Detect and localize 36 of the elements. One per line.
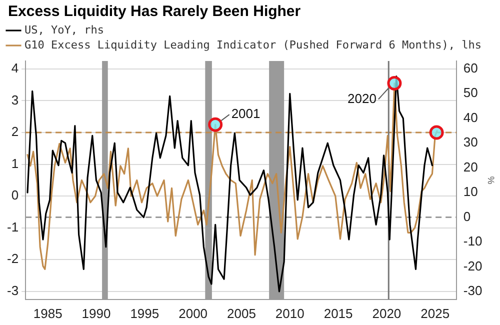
legend-label: US, YoY, rhs bbox=[24, 23, 104, 36]
annotation: 2001 bbox=[231, 106, 260, 122]
y-tick-label: 3 bbox=[11, 92, 19, 108]
y2-tick-label: 0 bbox=[463, 208, 471, 224]
y-tick-label: 2 bbox=[11, 124, 19, 140]
x-tick-label: 2015 bbox=[324, 306, 353, 321]
y2-tick-label: 50 bbox=[463, 85, 478, 100]
legend-label: G10 Excess Liquidity Leading Indicator (Pushed Forward 6 Months), lhs bbox=[24, 38, 482, 52]
chart-title: Excess Liquidity Has Rarely Been Higher bbox=[8, 3, 302, 21]
y-tick-label: 1 bbox=[11, 156, 19, 171]
y-tick-label: -3 bbox=[6, 283, 19, 298]
point bbox=[429, 125, 444, 140]
point bbox=[387, 76, 402, 90]
y2-tick-label: -20 bbox=[463, 258, 482, 274]
point bbox=[208, 117, 223, 132]
x-tick-label: 1990 bbox=[82, 306, 111, 321]
y2-tick-label: 60 bbox=[463, 60, 478, 76]
x-tick-label: 1985 bbox=[33, 306, 62, 321]
y2-tick-label: 20 bbox=[463, 159, 478, 174]
x-tick-label: 1995 bbox=[130, 306, 160, 321]
y-tick-label: -1 bbox=[6, 219, 19, 234]
y2-axis-title: % bbox=[486, 176, 496, 184]
y-tick-label: 0 bbox=[11, 188, 19, 203]
y2-tick-label: -10 bbox=[463, 234, 482, 249]
x-tick-label: 2025 bbox=[420, 306, 450, 321]
x-tick-label: 2000 bbox=[178, 306, 208, 321]
x-tick-label: 2020 bbox=[372, 306, 402, 321]
x-tick-label: 2010 bbox=[275, 306, 304, 321]
y2-tick-label: 10 bbox=[463, 184, 478, 200]
y-tick-label: 4 bbox=[11, 60, 19, 76]
y2-tick-label: -30 bbox=[463, 283, 482, 298]
x-tick-label: 2005 bbox=[227, 306, 256, 321]
y2-tick-label: 40 bbox=[463, 110, 478, 125]
annotation: 2020 bbox=[348, 90, 376, 106]
y2-tick-label: 30 bbox=[463, 134, 478, 150]
y-tick-label: -2 bbox=[6, 251, 19, 266]
